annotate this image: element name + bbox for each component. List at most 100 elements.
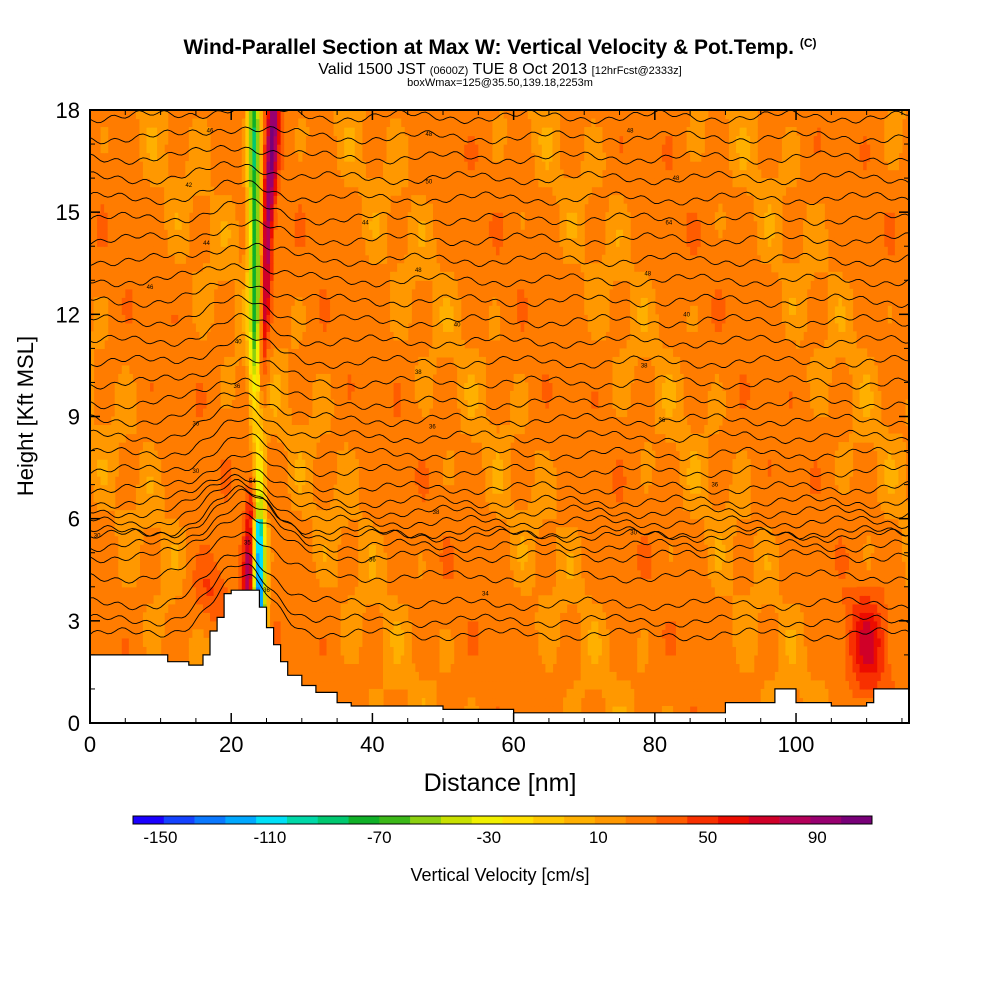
field-cell — [884, 637, 889, 647]
field-cell — [510, 399, 515, 409]
field-cell — [255, 527, 261, 537]
field-cell — [132, 416, 137, 426]
field-cell — [884, 484, 889, 494]
field-cell — [841, 561, 847, 571]
field-cell — [887, 467, 892, 477]
field-cell — [319, 620, 324, 630]
field-cell — [527, 578, 532, 588]
field-cell — [792, 527, 797, 537]
field-cell — [856, 433, 861, 443]
field-cell — [580, 612, 585, 622]
field-cell — [704, 705, 709, 716]
field-cell — [118, 569, 123, 579]
field-cell — [107, 493, 112, 503]
field-cell — [901, 552, 907, 562]
field-cell — [834, 527, 839, 537]
field-cell — [672, 595, 677, 605]
field-cell — [414, 433, 419, 443]
field-cell — [298, 544, 303, 554]
field-cell — [435, 552, 441, 562]
field-cell — [474, 629, 479, 639]
field-cell — [714, 416, 719, 426]
field-cell — [750, 407, 755, 418]
field-cell — [654, 637, 659, 647]
field-cell — [598, 399, 603, 409]
field-cell — [767, 442, 772, 452]
field-cell — [630, 561, 635, 571]
field-cell — [322, 535, 328, 545]
field-cell — [220, 501, 225, 511]
field-cell — [450, 646, 455, 656]
field-cell — [700, 450, 705, 460]
field-cell — [891, 629, 896, 639]
field-cell — [820, 646, 825, 656]
field-cell — [474, 407, 479, 418]
field-cell — [704, 484, 709, 494]
field-cell — [732, 603, 737, 613]
field-cell — [623, 450, 628, 460]
field-cell — [238, 552, 243, 562]
field-cell — [132, 527, 137, 537]
field-cell — [580, 637, 585, 647]
field-cell — [732, 637, 737, 647]
field-cell — [517, 612, 522, 622]
field-cell — [213, 425, 218, 435]
field-cell — [796, 663, 801, 673]
field-cell — [206, 535, 211, 545]
field-cell — [383, 399, 388, 409]
field-cell — [142, 476, 148, 486]
field-cell — [312, 552, 317, 562]
field-cell — [598, 654, 603, 664]
field-cell — [778, 416, 783, 426]
field-cell — [418, 467, 423, 477]
field-cell — [577, 586, 582, 596]
field-cell — [111, 501, 116, 511]
field-cell — [806, 688, 811, 699]
field-cell — [531, 561, 536, 571]
field-cell — [330, 561, 335, 571]
field-cell — [598, 552, 603, 562]
field-cell — [700, 697, 705, 707]
field-cell — [856, 646, 861, 656]
field-cell — [354, 416, 359, 426]
field-cell — [668, 671, 674, 682]
field-cell — [135, 552, 141, 562]
field-cell — [358, 637, 363, 647]
field-cell — [277, 620, 282, 630]
field-cell — [817, 620, 822, 630]
field-cell — [262, 484, 268, 494]
field-cell — [322, 561, 328, 571]
field-cell — [315, 637, 321, 647]
field-cell — [721, 578, 727, 588]
field-cell — [831, 578, 836, 588]
field-cell — [213, 442, 218, 452]
field-cell — [157, 518, 162, 528]
field-cell — [796, 646, 801, 656]
field-cell — [192, 399, 197, 409]
field-cell — [150, 442, 155, 452]
field-cell — [658, 654, 663, 664]
field-cell — [404, 612, 409, 622]
field-cell — [887, 654, 892, 664]
field-cell — [383, 416, 388, 426]
field-cell — [531, 527, 536, 537]
field-cell — [810, 518, 815, 528]
field-cell — [383, 476, 388, 486]
field-cell — [524, 527, 529, 537]
field-cell — [640, 467, 645, 477]
field-cell — [591, 407, 596, 418]
field-cell — [393, 561, 398, 571]
field-cell — [538, 620, 543, 630]
field-cell — [848, 629, 854, 639]
field-cell — [598, 433, 603, 443]
field-cell — [555, 629, 561, 639]
field-cell — [100, 544, 105, 554]
field-cell — [704, 671, 709, 682]
field-cell — [368, 535, 374, 545]
field-cell — [898, 646, 903, 656]
field-cell — [658, 399, 663, 409]
field-cell — [803, 535, 808, 545]
field-cell — [171, 535, 176, 545]
field-cell — [746, 425, 751, 435]
field-cell — [400, 654, 405, 664]
